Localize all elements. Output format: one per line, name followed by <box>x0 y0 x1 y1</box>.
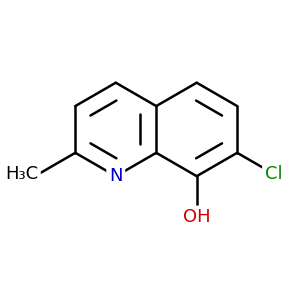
Text: N: N <box>109 167 122 185</box>
Text: Cl: Cl <box>265 165 282 183</box>
Text: OH: OH <box>183 208 211 226</box>
Text: H₃C: H₃C <box>5 165 38 183</box>
